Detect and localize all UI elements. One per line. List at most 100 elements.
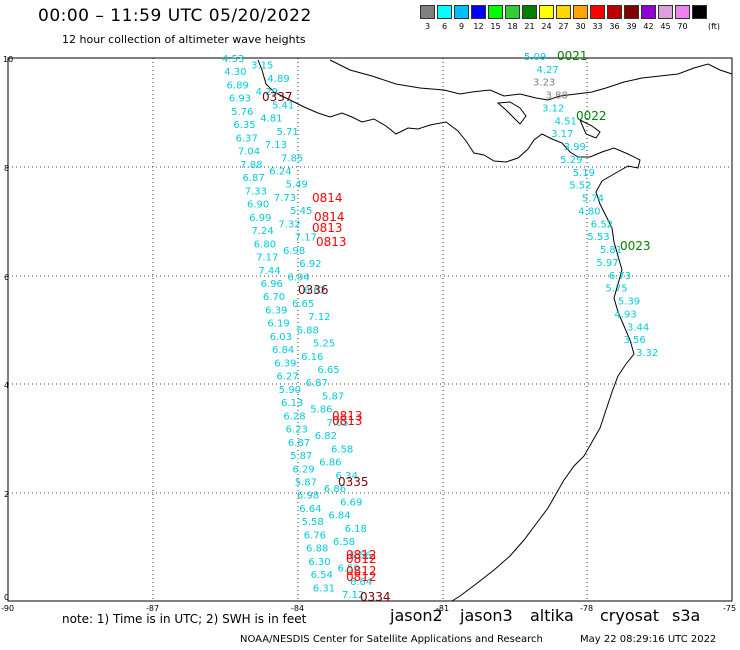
wave-height-label: 4.29 — [256, 87, 278, 98]
wave-height-label: 6.56 — [349, 550, 371, 561]
legend-label: 12 — [473, 22, 484, 31]
wave-height-label: 6.70 — [263, 292, 285, 303]
legend-swatch — [607, 5, 622, 19]
legend-swatch — [692, 5, 707, 19]
legend-label: 21 — [524, 22, 535, 31]
note-text: note: 1) Time is in UTC; 2) SWH is in fe… — [62, 612, 307, 626]
legend-swatch — [658, 5, 673, 19]
lat-label: 2 — [4, 490, 9, 499]
legend-swatch — [420, 5, 435, 19]
wave-height-label: 7.33 — [245, 186, 267, 197]
lon-label: -81 — [436, 604, 449, 613]
wave-height-label: 7.73 — [274, 193, 296, 204]
wave-height-label: 6.84 — [272, 345, 294, 356]
wave-height-label: 6.37 — [236, 133, 258, 144]
cycle-tag: 0813 — [316, 235, 347, 249]
wave-height-label: 4.89 — [267, 74, 289, 85]
wave-height-label: 4.80 — [578, 206, 600, 217]
cycle-tag: 0023 — [620, 239, 651, 253]
wave-height-label: 6.29 — [292, 464, 314, 475]
wave-height-label: 6.99 — [249, 213, 271, 224]
wave-height-label: 6.64 — [350, 577, 372, 588]
wave-height-label: 6.94 — [287, 272, 309, 283]
east-altimeter-track: 5.09 4.27 3.23 3.883.12 4.51 3.17 3.99 5.29 5.19… — [524, 52, 658, 359]
wave-height-label: 7.88 — [240, 160, 262, 171]
wave-height-label: 7.04 — [238, 147, 260, 158]
legend-swatch — [556, 5, 571, 19]
wave-height-label: 6.03 — [270, 332, 292, 343]
lat-label: 4 — [4, 381, 9, 390]
cycle-tag: 0813 — [332, 409, 363, 423]
sat-altika: altika — [530, 606, 574, 625]
wave-height-label: 6.88 — [297, 325, 319, 336]
cycle-tag: 0335 — [338, 475, 369, 489]
wave-height-label: 5.97 — [596, 258, 618, 269]
latitude-labels: 10 8 6 4 2 0 — [3, 55, 13, 602]
cycle-tag: 0814 — [314, 210, 345, 224]
legend-swatch — [641, 5, 656, 19]
wave-height-label: 6.31 — [313, 583, 335, 594]
wave-height-label: 6.39 — [274, 358, 296, 369]
legend-label: 39 — [626, 22, 637, 31]
wave-height-label: 6.54 — [311, 570, 333, 581]
lat-label: 0 — [4, 593, 9, 602]
legend-swatch — [454, 5, 469, 19]
wave-height-label: 3.44 — [627, 322, 649, 333]
legend-swatch — [471, 5, 486, 19]
wave-height-label: 5.74 — [582, 194, 604, 205]
wave-height-label: 7.32 — [278, 219, 300, 230]
wave-height-label: 6.69 — [340, 497, 362, 508]
wave-height-label: 6.82 — [315, 431, 337, 442]
wave-height-label: 4.93 — [614, 309, 636, 320]
legend-label: 42 — [643, 22, 654, 31]
wave-height-label: 6.27 — [277, 372, 299, 383]
cycle-tag: 0813 — [332, 414, 363, 428]
wave-height-label: 3.56 — [623, 335, 645, 346]
cycle-tag: 0337 — [262, 90, 293, 104]
footer-credit: NOAA/NESDIS Center for Satellite Applica… — [240, 634, 543, 645]
legend-label: 27 — [558, 22, 569, 31]
cycle-tag: 0814 — [312, 191, 343, 205]
lat-label: 6 — [4, 273, 9, 282]
cycle-tag: 0812 — [346, 564, 377, 578]
wave-height-label: 6.87 — [306, 378, 328, 389]
wave-height-label: 6.35 — [233, 120, 255, 131]
lon-label: -90 — [1, 604, 14, 613]
wave-height-label: 6.98 — [297, 491, 319, 502]
wave-height-label: 6.87 — [242, 173, 264, 184]
wave-height-label: 6.13 — [281, 398, 303, 409]
coastline — [257, 59, 733, 602]
map-title: 00:00 – 11:59 UTC 05/20/2022 — [38, 6, 312, 26]
wave-height-label: 5.41 — [272, 100, 294, 111]
wave-height-label: 5.52 — [569, 181, 591, 192]
wave-height-label: 6.18 — [345, 524, 367, 535]
wave-height-label: 3.23 — [533, 78, 555, 89]
wave-height-label: 6.34 — [336, 471, 358, 482]
wave-height-label: 6.86 — [324, 484, 346, 495]
wave-height-label: 5.76 — [231, 107, 253, 118]
wave-height-label: 4.53 — [222, 54, 244, 65]
wave-height-label: 4.27 — [537, 65, 559, 76]
cycle-tag: 0334 — [360, 590, 391, 604]
wave-height-label: 6.84 — [328, 511, 350, 522]
legend-swatch — [675, 5, 690, 19]
wave-height-label: 4.30 — [224, 67, 246, 78]
legend-label: 33 — [592, 22, 603, 31]
wave-height-label: 6.98 — [283, 246, 305, 257]
wave-height-label: 6.58 — [333, 537, 355, 548]
sat-jason3: jason3 — [460, 606, 513, 625]
wave-height-label: 7.17 — [256, 253, 278, 264]
wave-height-label: 6.92 — [299, 259, 321, 270]
wave-height-label: 6.30 — [308, 557, 330, 568]
wave-height-label: 6.76 — [304, 530, 326, 541]
lat-label: 8 — [4, 164, 9, 173]
wave-height-label: 6.24 — [269, 166, 291, 177]
wave-height-label: 6.16 — [301, 352, 323, 363]
wave-height-label: 4.51 — [555, 116, 577, 127]
legend-label: 15 — [490, 22, 501, 31]
cycle-tag: 0812 — [346, 552, 377, 566]
legend-label: 45 — [660, 22, 671, 31]
wave-height-label: 5.25 — [313, 339, 335, 350]
legend-label: 70 — [677, 22, 688, 31]
